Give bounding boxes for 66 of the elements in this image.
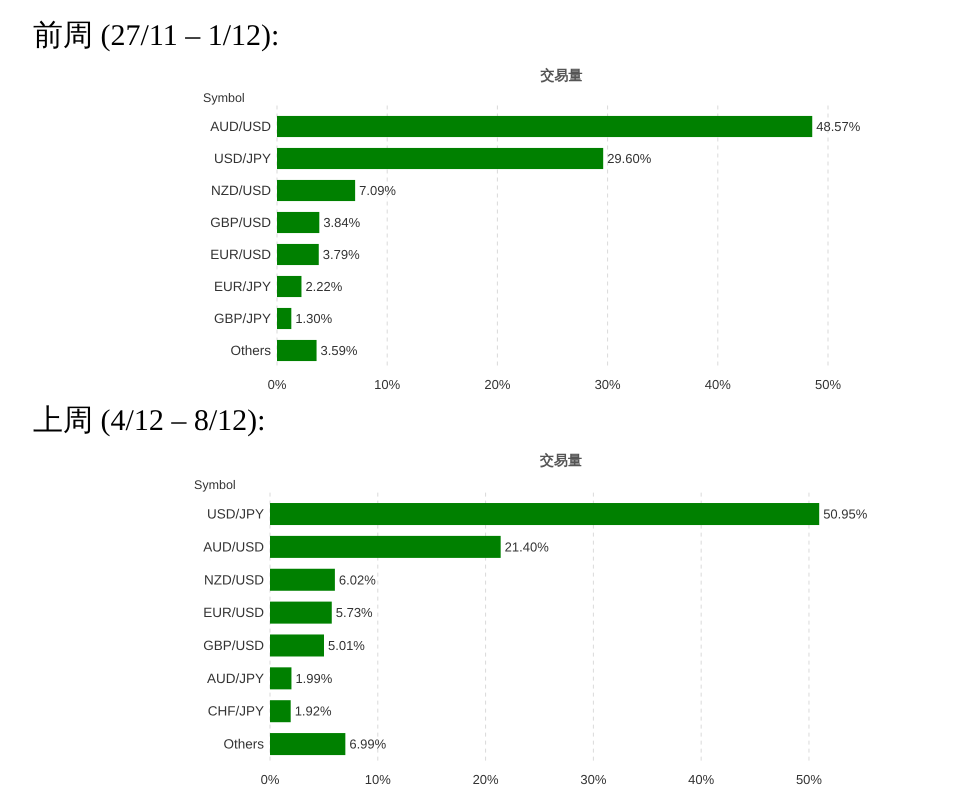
y-tick-label: Others bbox=[230, 343, 272, 358]
bar bbox=[277, 276, 302, 298]
bar bbox=[277, 244, 319, 266]
x-tick-label: 20% bbox=[484, 377, 511, 392]
bar bbox=[270, 568, 335, 591]
bar bbox=[277, 180, 356, 202]
data-label: 3.84% bbox=[323, 215, 361, 230]
bar bbox=[270, 536, 501, 558]
y-tick-label: EUR/JPY bbox=[214, 279, 271, 294]
x-tick-label: 10% bbox=[374, 377, 401, 392]
x-tick-label: 20% bbox=[472, 772, 500, 787]
data-label: 7.09% bbox=[359, 183, 396, 198]
data-label: 3.59% bbox=[320, 343, 358, 358]
data-label: 1.99% bbox=[295, 670, 333, 686]
x-tick-label: 0% bbox=[260, 772, 280, 787]
chart-title: 前周 (27/11 – 1/12): bbox=[33, 19, 280, 52]
y-axis-title: Symbol bbox=[194, 478, 236, 492]
bar bbox=[270, 667, 292, 690]
data-label: 1.30% bbox=[295, 311, 333, 326]
x-tick-label: 50% bbox=[796, 772, 822, 787]
bar bbox=[277, 340, 317, 362]
y-tick-label: AUD/JPY bbox=[206, 670, 264, 686]
x-axis-title: 交易量 bbox=[540, 67, 582, 83]
y-tick-label: NZD/USD bbox=[204, 572, 264, 588]
bar bbox=[277, 116, 812, 138]
data-label: 6.02% bbox=[338, 572, 376, 588]
x-tick-label: 30% bbox=[580, 772, 607, 787]
y-tick-label: CHF/JPY bbox=[208, 704, 264, 719]
data-label: 48.57% bbox=[816, 119, 861, 134]
y-tick-label: AUD/USD bbox=[210, 119, 272, 134]
x-tick-label: 40% bbox=[704, 377, 732, 392]
y-tick-label: USD/JPY bbox=[206, 506, 264, 522]
bar bbox=[270, 700, 291, 722]
y-axis-title: Symbol bbox=[203, 91, 245, 105]
x-tick-label: 50% bbox=[814, 377, 842, 392]
y-tick-label: GBP/USD bbox=[203, 638, 264, 653]
y-tick-label: USD/JPY bbox=[214, 151, 271, 166]
bar bbox=[270, 503, 820, 526]
y-tick-label: GBP/JPY bbox=[214, 311, 271, 326]
data-label: 29.60% bbox=[607, 151, 652, 166]
bar bbox=[277, 308, 292, 330]
data-label: 21.40% bbox=[504, 539, 550, 554]
y-tick-label: NZD/USD bbox=[211, 183, 272, 198]
x-tick-label: 10% bbox=[364, 772, 392, 787]
data-label: 1.92% bbox=[294, 704, 332, 719]
y-tick-label: GBP/USD bbox=[210, 215, 272, 230]
data-label: 2.22% bbox=[305, 279, 343, 294]
data-label: 6.99% bbox=[349, 736, 387, 752]
x-tick-label: 0% bbox=[268, 377, 287, 392]
x-tick-label: 30% bbox=[594, 377, 622, 392]
data-label: 50.95% bbox=[823, 506, 868, 522]
y-tick-label: EUR/USD bbox=[210, 247, 272, 262]
y-tick-label: Others bbox=[223, 736, 264, 752]
bar bbox=[270, 634, 324, 656]
data-label: 3.79% bbox=[322, 247, 360, 262]
x-axis-title: 交易量 bbox=[539, 452, 582, 468]
data-label: 5.01% bbox=[328, 638, 366, 653]
chart-title: 上周 (4/12 – 8/12): bbox=[33, 404, 266, 437]
y-tick-label: EUR/USD bbox=[203, 605, 264, 620]
x-tick-label: 40% bbox=[688, 772, 715, 787]
y-tick-label: AUD/USD bbox=[203, 539, 264, 554]
bar bbox=[270, 602, 332, 624]
bar bbox=[277, 148, 604, 170]
data-label: 5.73% bbox=[336, 605, 374, 620]
bar bbox=[277, 212, 320, 234]
bar bbox=[270, 733, 346, 756]
